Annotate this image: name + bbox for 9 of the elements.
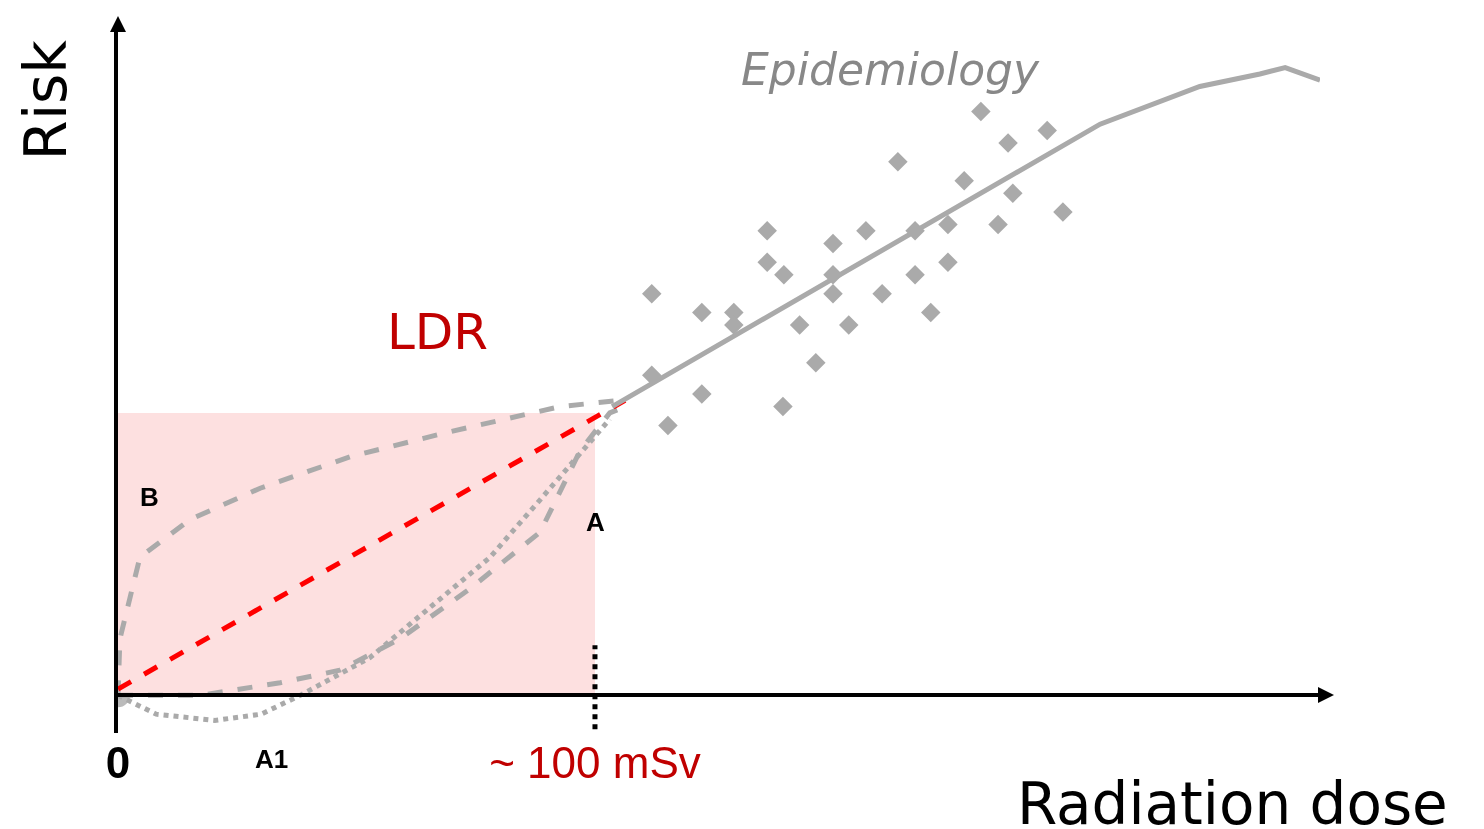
x-tick-label: ~ 100 mSv xyxy=(489,738,701,788)
series-label: A1 xyxy=(255,744,289,774)
series-label: B xyxy=(140,482,159,512)
series-label: Epidemiology xyxy=(741,44,1041,95)
annotation: LDR xyxy=(387,303,489,361)
x-tick-label: 0 xyxy=(105,738,131,788)
series-label: A xyxy=(586,507,605,537)
x-axis-title: Radiation dose xyxy=(1017,770,1448,829)
y-axis-title: Risk xyxy=(12,39,81,161)
